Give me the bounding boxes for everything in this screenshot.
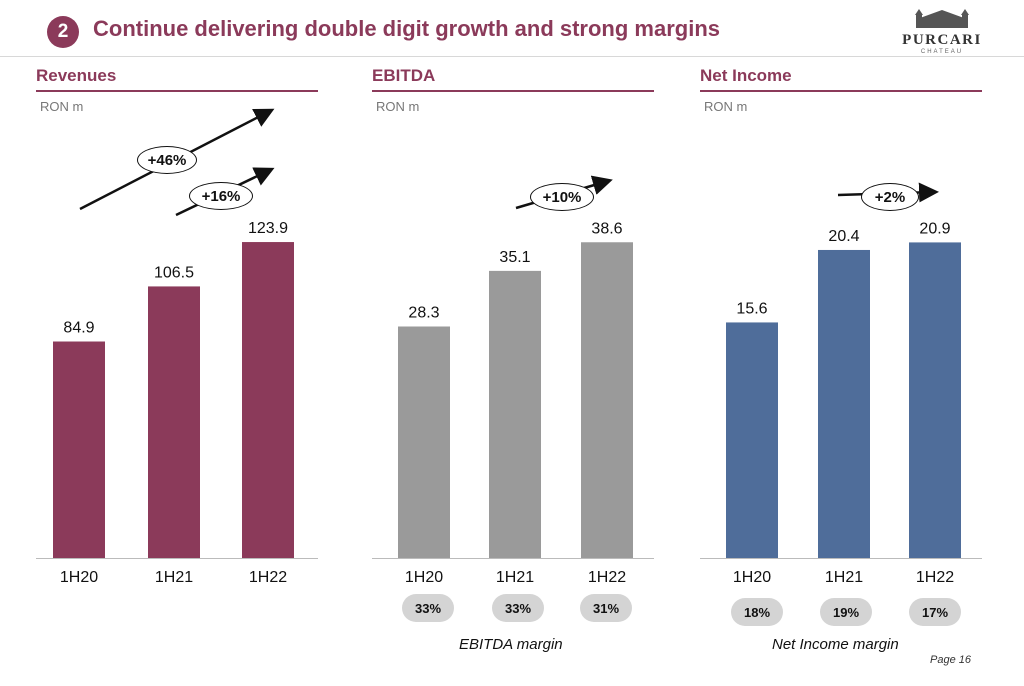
net-income-margin-caption: Net Income margin <box>772 636 899 653</box>
ebitda-margin-caption: EBITDA margin <box>459 636 563 653</box>
revenues-bar-1h21 <box>148 286 200 558</box>
net-income-margin-1h22: 17% <box>909 598 961 626</box>
svg-text:PURCARI: PURCARI <box>902 32 982 48</box>
purcari-logo: PURCARI CHATEAU <box>902 9 982 55</box>
ebitda-value-label-1h22: 38.6 <box>591 220 622 237</box>
ebitda-category-label-1h22: 1H22 <box>588 569 626 586</box>
revenues-value-label-1h20: 84.9 <box>63 320 94 337</box>
ebitda-category-label-1h21: 1H21 <box>496 569 534 586</box>
revenues-category-label-1h20: 1H20 <box>60 569 98 586</box>
ebitda-unit-label: RON m <box>376 99 420 114</box>
revenues-panel-title: Revenues <box>36 66 117 85</box>
ebitda-value-label-1h20: 28.3 <box>408 305 439 322</box>
section-number-badge: 2 <box>47 16 79 48</box>
ebitda-margin-1h21: 33% <box>492 594 544 622</box>
net-income-category-label-1h21: 1H21 <box>825 569 863 586</box>
revenues-panel-rule <box>36 90 318 92</box>
net-income-category-label-1h20: 1H20 <box>733 569 771 586</box>
revenues-category-label-1h21: 1H21 <box>155 569 193 586</box>
net-income-margin-1h21: 19% <box>820 598 872 626</box>
ebitda-growth-badge: +10% <box>530 183 594 211</box>
net-income-value-label-1h22: 20.9 <box>919 220 950 237</box>
ebitda-margin-1h22: 31% <box>580 594 632 622</box>
net-income-bar-1h20 <box>726 322 778 558</box>
net-income-margin-1h20: 18% <box>731 598 783 626</box>
net-income-value-label-1h21: 20.4 <box>828 228 859 245</box>
revenues-category-label-1h22: 1H22 <box>249 569 287 586</box>
revenue-growth-46-badge: +46% <box>137 146 197 174</box>
header-divider <box>0 56 1024 57</box>
net-income-bar-1h21 <box>818 249 870 558</box>
revenues-value-label-1h21: 106.5 <box>154 264 194 281</box>
net-income-unit-label: RON m <box>704 99 748 114</box>
revenues-value-label-1h22: 123.9 <box>248 220 288 237</box>
ebitda-panel-title: EBITDA <box>372 66 436 85</box>
ebitda-margin-1h20: 33% <box>402 594 454 622</box>
ebitda-bar-1h22 <box>581 242 633 558</box>
net-income-value-label-1h20: 15.6 <box>736 300 767 317</box>
ebitda-value-label-1h21: 35.1 <box>499 249 530 266</box>
net-income-growth-badge: +2% <box>861 183 919 211</box>
revenue-growth-16-badge: +16% <box>189 182 253 210</box>
net-income-panel-title: Net Income <box>700 66 792 85</box>
net-income-panel-rule <box>700 90 982 92</box>
page-number: Page 16 <box>930 654 971 666</box>
revenues-bar-1h20 <box>53 341 105 558</box>
revenues-bar-1h22 <box>242 242 294 558</box>
ebitda-bar-1h20 <box>398 326 450 558</box>
net-income-bar-1h22 <box>909 242 961 558</box>
net-income-category-label-1h22: 1H22 <box>916 569 954 586</box>
ebitda-panel-rule <box>372 90 654 92</box>
page-title: Continue delivering double digit growth … <box>93 16 720 41</box>
revenues-unit-label: RON m <box>40 99 84 114</box>
ebitda-bar-1h21 <box>489 270 541 558</box>
svg-text:CHATEAU: CHATEAU <box>921 49 963 55</box>
ebitda-category-label-1h20: 1H20 <box>405 569 443 586</box>
